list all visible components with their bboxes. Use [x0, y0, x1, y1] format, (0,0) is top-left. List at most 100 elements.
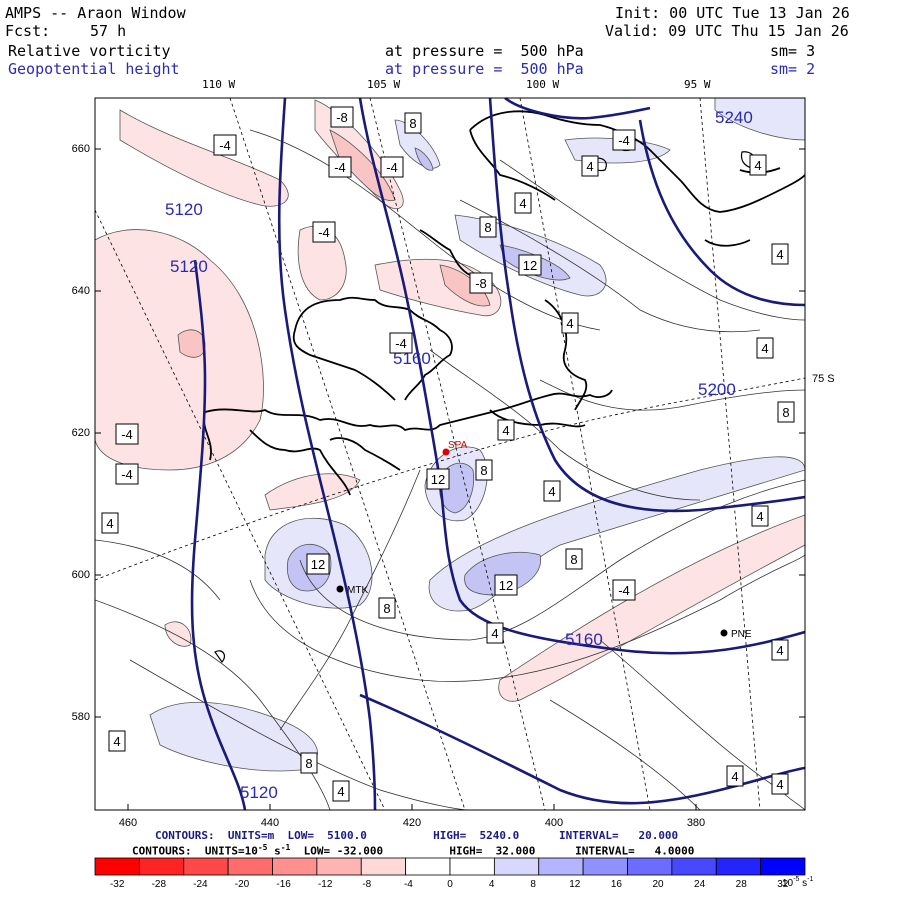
colorbar-label: 20	[652, 879, 664, 890]
vorticity-label-box	[514, 192, 532, 214]
vorticity-label: 4	[586, 159, 593, 174]
vorticity-label: 4	[519, 196, 526, 211]
lon-label-100w: 100 W	[526, 78, 560, 91]
vorticity-label-box	[380, 156, 404, 178]
vorticity-label-box	[561, 312, 579, 334]
vorticity-label: 4	[106, 516, 113, 531]
vorticity-label-box	[328, 156, 352, 178]
field1-name: Relative vorticity	[8, 42, 171, 60]
colorbar-swatch	[538, 857, 584, 876]
vorticity-label: 4	[566, 316, 573, 331]
vorticity-label-box	[612, 579, 636, 601]
vorticity-label: -4	[618, 133, 630, 148]
vorticity-label: 4	[756, 509, 763, 524]
vorticity-label-box	[330, 106, 354, 128]
height-label: 5200	[698, 380, 736, 399]
colorbar-label: -8	[362, 879, 371, 890]
colorbar-label: 32	[777, 879, 789, 890]
vorticity-label-box	[756, 337, 774, 359]
forecast-label: Fcst:	[5, 22, 51, 40]
colorbar	[94, 857, 806, 876]
vorticity-label: 8	[383, 601, 390, 616]
vorticity-label-box	[771, 639, 789, 661]
lat-label-75s: 75 S	[812, 373, 835, 385]
colorbar-label: 4	[489, 879, 495, 890]
x-tick-label: 440	[261, 817, 279, 829]
vorticity-label: 8	[305, 756, 312, 771]
colorbar-swatch	[493, 857, 540, 876]
colorbar-swatch	[360, 857, 407, 876]
latlon-grid	[95, 98, 805, 810]
vorticity-contours-info: CONTOURS: UNITS=10-5 s-1 LOW= -32.000 HI…	[132, 843, 695, 858]
vorticity-label: -8	[336, 110, 348, 125]
field2-smoothing: sm= 2	[770, 60, 816, 78]
vorticity-label: 4	[754, 158, 761, 173]
vorticity-label-box	[404, 112, 422, 134]
colorbar-swatch	[760, 857, 806, 876]
vorticity-label: 4	[113, 734, 120, 749]
height-contour-labels: 5240 5120 5120 5160 5200 5160 5120	[165, 108, 753, 802]
lon-label-105w: 105 W	[367, 78, 401, 91]
init-time: Init: 00 UTC Tue 13 Jan 26	[615, 4, 850, 22]
vorticity-label-box	[749, 154, 767, 176]
vorticity-label-box	[312, 221, 336, 243]
vorticity-label: 12	[499, 578, 513, 593]
y-axis-ticks	[95, 148, 805, 718]
vorticity-label: 4	[731, 769, 738, 784]
geopotential-height-contours	[190, 98, 805, 810]
y-tick-label: 600	[72, 569, 90, 581]
colorbar-units: 10-5 s-1	[782, 876, 813, 889]
lon-label-95w: 95 W	[684, 78, 711, 91]
colorbar-label: -4	[404, 879, 413, 890]
vorticity-label: 12	[431, 472, 445, 487]
lon-label-110w: 110 W	[202, 78, 236, 91]
height-label: 5120	[165, 200, 203, 219]
vorticity-label-box	[726, 765, 744, 787]
vorticity-label-box	[777, 401, 795, 423]
colorbar-swatch	[405, 857, 451, 876]
vorticity-label: 4	[337, 784, 344, 799]
colorbar-label: -28	[152, 879, 167, 890]
station-spa-label: SPA	[448, 440, 468, 451]
vorticity-label: -4	[121, 467, 133, 482]
vorticity-label-box	[494, 574, 518, 596]
vorticity-label: 4	[761, 341, 768, 356]
height-label: 5160	[565, 630, 603, 649]
vorticity-label-box	[115, 423, 139, 445]
colorbar-swatch	[582, 857, 628, 876]
vorticity-label: 12	[523, 258, 537, 273]
vorticity-label-box	[306, 553, 330, 575]
stations: SPA MTK PNE	[336, 440, 752, 640]
vorticity-label: 12	[311, 557, 325, 572]
vorticity-label: -8	[475, 276, 487, 291]
colorbar-labels: -32 -28 -24 -20 -16 -12 -8 -4 0 4 8 12 16 20 24 28 32	[110, 879, 789, 890]
vorticity-label-box	[300, 752, 318, 774]
colorbar-label: 12	[569, 879, 581, 890]
colorbar-label: -16	[276, 879, 291, 890]
vorticity-label-box	[378, 597, 396, 619]
colorbar-label: -24	[193, 879, 208, 890]
y-tick-label: 580	[72, 711, 90, 723]
vorticity-label: 4	[548, 484, 555, 499]
height-label: 5120	[240, 783, 278, 802]
colorbar-label: 0	[447, 879, 453, 890]
station-spa-marker	[442, 448, 450, 456]
vorticity-label-box	[497, 419, 515, 441]
vorticity-label-box	[108, 730, 126, 752]
forecast-hour: 57 h	[90, 22, 127, 40]
y-tick-label: 620	[72, 427, 90, 439]
height-contours-info: CONTOURS: UNITS=m LOW= 5100.0 HIGH= 5240…	[155, 829, 679, 842]
field1-level: at pressure = 500 hPa	[385, 42, 584, 60]
colorbar-swatch	[671, 857, 717, 876]
vorticity-label: 4	[776, 247, 783, 262]
colorbar-label: 24	[694, 879, 706, 890]
colorbar-label: 8	[530, 879, 536, 890]
vorticity-label-box	[565, 548, 583, 570]
vorticity-label: 4	[776, 643, 783, 658]
vorticity-label-box	[486, 622, 504, 644]
vorticity-label: 8	[480, 463, 487, 478]
height-label: 5160	[393, 349, 431, 368]
vorticity-label: -4	[618, 583, 630, 598]
vorticity-label: 8	[409, 116, 416, 131]
vorticity-contour-lines	[95, 129, 805, 810]
